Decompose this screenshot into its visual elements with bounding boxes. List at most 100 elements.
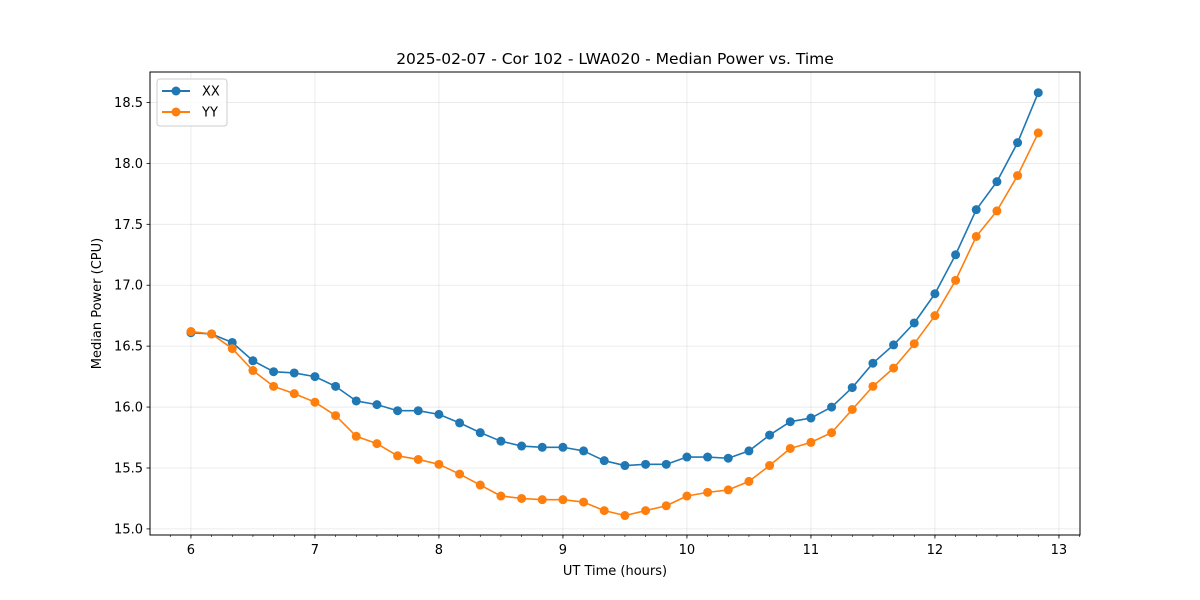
data-point-yy — [558, 495, 568, 505]
data-point-yy — [207, 329, 217, 339]
data-point-yy — [496, 491, 506, 501]
data-point-yy — [413, 454, 423, 464]
data-point-xx — [827, 402, 837, 412]
data-point-xx — [248, 356, 258, 366]
data-point-yy — [310, 397, 320, 407]
data-point-yy — [599, 506, 609, 516]
y-axis-label: Median Power (CPU) — [90, 238, 105, 369]
data-point-xx — [269, 367, 279, 377]
data-point-xx — [517, 441, 527, 451]
x-tick-label: 11 — [803, 543, 820, 558]
data-point-xx — [661, 459, 671, 469]
data-point-xx — [579, 446, 589, 456]
data-point-xx — [393, 406, 403, 416]
data-point-xx — [331, 381, 341, 391]
data-point-yy — [661, 501, 671, 511]
data-point-yy — [248, 366, 258, 376]
data-point-yy — [992, 206, 1002, 216]
data-point-xx — [951, 250, 961, 260]
data-point-yy — [475, 480, 485, 490]
axis-ticks: 6 7 8 9 10 11 12 13 15.0 15.5 16.0 16.5 17.0 17.5 18.0… — [114, 96, 1080, 558]
x-tick-label: 8 — [435, 543, 443, 558]
data-point-yy — [971, 231, 981, 241]
data-point-xx — [289, 368, 299, 378]
data-point-yy — [951, 275, 961, 285]
y-tick-label: 16.0 — [114, 401, 143, 416]
data-point-yy — [806, 437, 816, 447]
data-point-xx — [868, 358, 878, 368]
y-tick-label: 15.0 — [114, 522, 143, 537]
data-point-xx — [765, 430, 775, 440]
data-point-xx — [682, 452, 692, 462]
data-point-yy — [703, 487, 713, 497]
plot-frame — [149, 71, 1081, 536]
data-point-yy — [455, 469, 465, 479]
data-point-yy — [827, 428, 837, 438]
data-point-yy — [930, 311, 940, 321]
y-tick-label: 18.5 — [114, 96, 143, 111]
data-point-xx — [847, 383, 857, 393]
data-point-xx — [434, 409, 444, 419]
chart-title: 2025-02-07 - Cor 102 - LWA020 - Median P… — [396, 50, 834, 68]
y-tick-label: 17.0 — [114, 279, 143, 294]
data-point-yy — [186, 327, 196, 337]
data-point-xx — [1013, 138, 1023, 148]
data-point-yy — [269, 381, 279, 391]
x-tick-label: 13 — [1051, 543, 1068, 558]
data-point-xx — [537, 442, 547, 452]
legend: XX YY — [156, 78, 228, 127]
data-point-yy — [351, 431, 361, 441]
data-point-xx — [723, 453, 733, 463]
data-point-xx — [620, 461, 630, 471]
data-point-xx — [703, 452, 713, 462]
data-point-yy — [1013, 171, 1023, 181]
legend-yy-label: YY — [201, 106, 218, 121]
x-tick-label: 10 — [679, 543, 696, 558]
legend-xx-label: XX — [202, 85, 220, 100]
data-point-yy — [289, 389, 299, 399]
data-point-xx — [351, 396, 361, 406]
data-point-yy — [889, 363, 899, 373]
data-point-xx — [475, 428, 485, 438]
data-point-xx — [455, 418, 465, 428]
data-point-yy — [682, 491, 692, 501]
legend-yy-marker — [171, 107, 181, 117]
x-tick-label: 9 — [559, 543, 567, 558]
y-tick-label: 17.5 — [114, 218, 143, 233]
data-point-xx — [744, 446, 754, 456]
data-point-yy — [744, 476, 754, 486]
y-tick-label: 15.5 — [114, 461, 143, 476]
data-point-yy — [765, 461, 775, 471]
data-point-yy — [909, 339, 919, 349]
data-point-xx — [806, 413, 816, 423]
data-point-yy — [227, 344, 237, 354]
data-point-xx — [372, 400, 382, 410]
grid-lines — [150, 72, 1080, 535]
data-point-xx — [909, 318, 919, 328]
data-point-xx — [992, 177, 1002, 187]
x-axis-label: UT Time (hours) — [563, 564, 667, 579]
y-tick-label: 18.0 — [114, 157, 143, 172]
y-tick-label: 16.5 — [114, 340, 143, 355]
data-point-yy — [537, 495, 547, 505]
data-point-yy — [1033, 128, 1043, 138]
x-tick-label: 12 — [927, 543, 944, 558]
data-point-xx — [1033, 88, 1043, 98]
data-point-xx — [310, 372, 320, 382]
data-point-xx — [599, 456, 609, 466]
x-tick-label: 6 — [187, 543, 195, 558]
data-point-yy — [620, 511, 630, 521]
data-point-yy — [847, 405, 857, 414]
data-point-yy — [579, 497, 589, 507]
x-tick-label: 7 — [311, 543, 319, 558]
data-point-xx — [641, 459, 651, 469]
data-point-yy — [641, 506, 651, 516]
data-point-xx — [558, 442, 568, 452]
data-point-xx — [930, 289, 940, 299]
data-point-yy — [434, 459, 444, 469]
series-layer — [186, 88, 1043, 521]
data-point-xx — [971, 205, 981, 215]
legend-xx-marker — [171, 86, 181, 96]
data-point-yy — [393, 451, 403, 461]
data-point-yy — [723, 485, 733, 495]
